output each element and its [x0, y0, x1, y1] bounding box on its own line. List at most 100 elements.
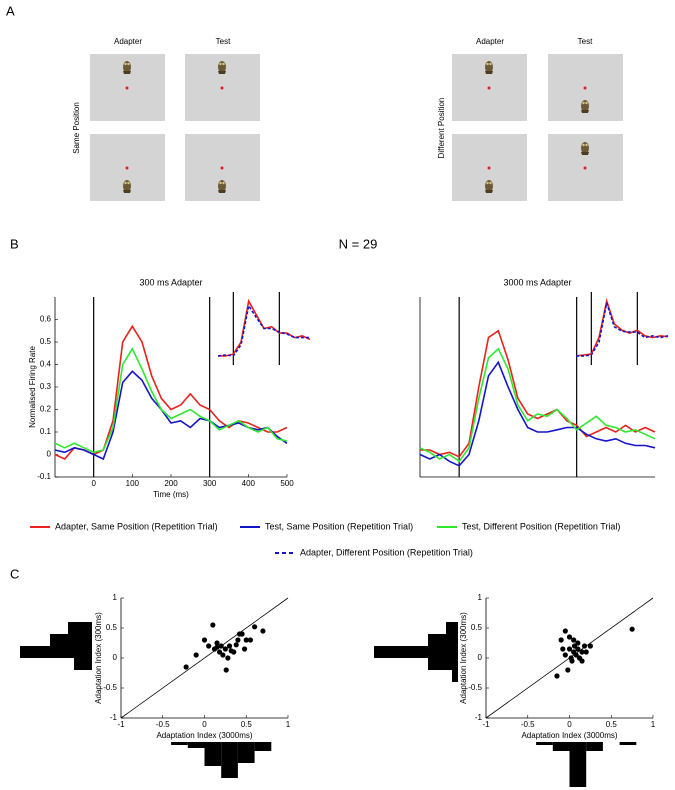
point: [225, 655, 231, 661]
x-histogram-bar: [204, 742, 222, 766]
series-line: [54, 370, 288, 461]
y-histogram-bar: [428, 634, 458, 646]
point: [223, 667, 229, 673]
point: [579, 649, 585, 655]
x-histogram-bar: [569, 742, 587, 787]
point: [233, 642, 239, 648]
series-line: [576, 302, 669, 357]
column-label: Test: [578, 37, 593, 46]
y-histogram-bar: [68, 622, 92, 634]
x-tick-label: 1: [286, 720, 291, 729]
point: [629, 626, 635, 632]
point: [220, 652, 226, 658]
point: [554, 673, 560, 679]
x-histogram-bar: [171, 742, 188, 745]
y-tick-label: -1: [110, 713, 118, 722]
point: [206, 643, 212, 649]
x-tick-label: 200: [164, 479, 178, 488]
point: [569, 658, 575, 664]
point: [581, 643, 588, 649]
legend-label: Adapter, Different Position (Repetition …: [300, 547, 473, 557]
point: [575, 640, 581, 646]
column-label: Adapter: [114, 37, 142, 46]
point: [558, 637, 564, 643]
point: [575, 646, 581, 652]
point: [562, 628, 568, 634]
point: [247, 637, 254, 643]
x-tick-label: 400: [242, 479, 256, 488]
x-tick-label: 1: [651, 720, 656, 729]
x-tick-label: -0.5: [521, 720, 535, 729]
x-histogram-bar: [237, 742, 255, 763]
panel-label: C: [10, 566, 19, 581]
x-tick-label: 0.5: [606, 720, 618, 729]
y-axis-label: Normalised Firing Rate: [28, 346, 37, 428]
point: [566, 634, 573, 640]
y-tick-label: -0.5: [103, 683, 117, 692]
y-histogram-bar: [446, 622, 458, 634]
x-histogram-bar: [586, 742, 603, 751]
row-label: Different Position: [437, 98, 446, 159]
legend-label: Test, Different Position (Repetition Tri…: [462, 521, 620, 531]
x-axis-label: Adaptation Index (3000ms): [156, 731, 252, 740]
point: [214, 644, 220, 650]
series-line: [575, 298, 669, 357]
y-axis-label: Adaptation Index (300ms): [459, 612, 468, 704]
series-line: [217, 303, 310, 357]
y-tick-label: 0.5: [471, 623, 483, 632]
point: [201, 637, 208, 643]
panel-label: B: [10, 236, 19, 251]
identity-line: [120, 597, 289, 719]
point: [579, 658, 585, 664]
series-line: [420, 329, 656, 458]
series-line: [54, 324, 288, 460]
point: [218, 643, 224, 649]
series-line: [419, 360, 656, 467]
series-line: [54, 347, 288, 454]
column-label: Adapter: [476, 37, 504, 46]
chart-title: 3000 ms Adapter: [503, 277, 571, 287]
x-tick-label: 100: [126, 479, 140, 488]
point: [566, 646, 573, 652]
y-tick-label: 0: [113, 653, 118, 662]
x-tick-label: 0: [202, 720, 207, 729]
point: [216, 649, 223, 655]
point: [241, 646, 248, 652]
y-tick-label: 0.5: [106, 623, 118, 632]
y-histogram-bar: [428, 658, 458, 670]
x-histogram-bar: [187, 742, 205, 748]
x-tick-label: -1: [117, 720, 125, 729]
y-tick-label: 0.1: [40, 427, 52, 436]
point: [243, 637, 249, 643]
point: [183, 664, 189, 670]
y-tick-label: -0.1: [37, 472, 51, 481]
series-line: [419, 347, 656, 463]
x-histogram-bar: [552, 742, 570, 751]
y-axis-label: Adaptation Index (300ms): [94, 612, 103, 704]
row-label: Same Position: [72, 102, 81, 154]
point: [193, 652, 199, 658]
point: [235, 637, 241, 643]
x-histogram-bar: [619, 742, 637, 745]
sample-size: N = 29: [339, 236, 378, 251]
y-histogram-bar: [374, 646, 458, 658]
y-tick-label: 0: [478, 653, 483, 662]
fixation-dots: [125, 86, 587, 170]
point: [571, 643, 578, 649]
point: [260, 628, 266, 634]
y-tick-label: 1: [113, 593, 118, 602]
y-histogram-bar: [20, 646, 92, 658]
point: [222, 646, 228, 652]
x-histogram-bar: [254, 742, 272, 751]
panel-label: A: [6, 3, 15, 18]
point: [565, 667, 571, 673]
x-tick-label: 0.5: [241, 720, 253, 729]
point: [236, 631, 243, 637]
y-histogram-bar: [50, 634, 92, 646]
point: [226, 643, 233, 649]
legend-label: Test, Same Position (Repetition Trial): [265, 521, 413, 531]
x-histogram-bar: [221, 742, 238, 778]
point: [571, 637, 577, 643]
x-histogram-bar: [536, 742, 553, 745]
